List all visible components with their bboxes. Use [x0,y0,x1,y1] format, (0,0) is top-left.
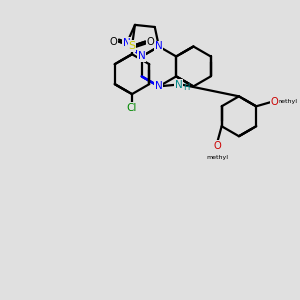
Text: O: O [147,37,154,46]
Text: methyl: methyl [276,99,298,104]
Text: methyl: methyl [206,155,228,160]
Text: N: N [155,41,163,52]
Text: S: S [128,41,136,51]
Text: O: O [110,37,117,46]
Text: Cl: Cl [127,103,137,112]
Text: O: O [213,141,221,151]
Text: N: N [123,38,131,48]
Text: H: H [183,83,189,92]
Text: O: O [271,97,278,107]
Text: N: N [175,80,183,90]
Text: N: N [138,52,146,61]
Text: N: N [155,81,163,92]
